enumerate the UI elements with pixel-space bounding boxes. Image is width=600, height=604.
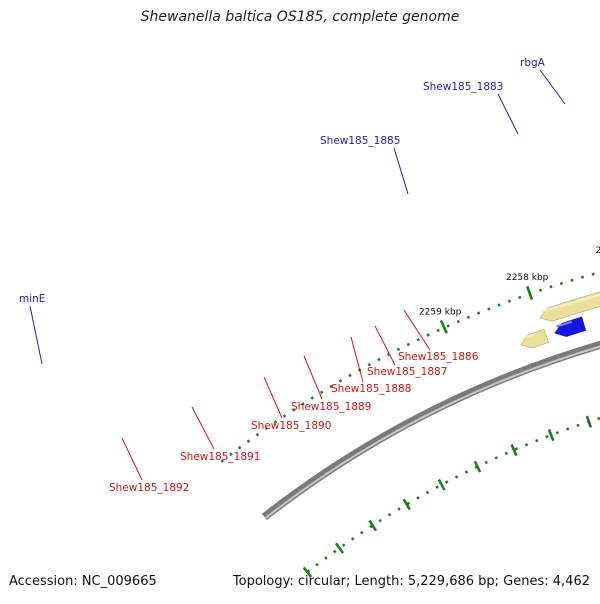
genome-backbone bbox=[261, 340, 600, 521]
gene-label-shew185-1886: Shew185_1886 bbox=[398, 351, 479, 363]
gene-bevel bbox=[556, 320, 573, 328]
gene-bevel bbox=[522, 333, 535, 340]
gene-label-shew185-1890: Shew185_1890 bbox=[251, 420, 331, 432]
gene-label-shew185-1891-leader bbox=[191, 406, 215, 450]
gene-label-shew185-1892: Shew185_1892 bbox=[109, 482, 189, 494]
inner-tick-mark bbox=[437, 478, 446, 491]
gene-label-minE-leader bbox=[29, 305, 43, 365]
gene-label-shew185-1887: Shew185_1887 bbox=[367, 366, 447, 378]
inner-tick-mark bbox=[585, 415, 593, 428]
inner-tick-mark bbox=[302, 566, 313, 578]
gene-label-shew185-1886-leader bbox=[403, 309, 431, 351]
gene-label-shew185-1891: Shew185_1891 bbox=[180, 451, 260, 463]
map-title: Shewanella baltica OS185, complete genom… bbox=[140, 9, 460, 25]
backbone-ring bbox=[261, 340, 600, 521]
gene-label-rbgA: rbgA bbox=[520, 57, 546, 69]
tick-label: 2258 kbp bbox=[506, 273, 549, 283]
gene-label-shew185-1887-leader bbox=[374, 325, 396, 366]
dotted-tracks bbox=[220, 270, 600, 574]
gene-label-shew185-1885: Shew185_1885 bbox=[320, 135, 400, 147]
gene-arrow bbox=[539, 291, 600, 322]
gene-bevel bbox=[541, 293, 600, 313]
inner-tick-mark bbox=[368, 519, 378, 532]
inner-tick-mark bbox=[402, 498, 411, 511]
gene-label-shew185-1885-leader bbox=[393, 147, 409, 195]
gene-label-shew185-1890-leader bbox=[263, 376, 283, 419]
gene-arrow bbox=[520, 328, 549, 349]
gene-label-minE: minE bbox=[19, 293, 45, 305]
gene-features bbox=[520, 291, 600, 349]
gene-label-shew185-1888: Shew185_1888 bbox=[331, 383, 411, 395]
gene-label-shew185-1892-leader bbox=[121, 437, 143, 481]
backbone-highlight bbox=[264, 345, 600, 519]
gene-label-shew185-1889: Shew185_1889 bbox=[291, 401, 371, 413]
gene-label-rbgA-leader bbox=[539, 69, 566, 105]
genome-summary-text: Topology: circular; Length: 5,229,686 bp… bbox=[232, 574, 590, 589]
inner-tick-mark bbox=[473, 460, 482, 473]
gene-arrow bbox=[554, 316, 587, 337]
gene-label-shew185-1888-leader bbox=[350, 336, 364, 383]
gene-label-shew185-1889-leader bbox=[303, 355, 323, 400]
gene-label-shew185-1883-leader bbox=[497, 93, 519, 135]
inner-tick-mark bbox=[510, 444, 518, 457]
scale-ticks: 2248 kbp2249 kbp2250 kbp2251 kbp2252 kbp… bbox=[302, 246, 600, 578]
accession-text: Accession: NC_009665 bbox=[9, 574, 157, 589]
tick-mark bbox=[439, 319, 448, 334]
label-leader-lines bbox=[29, 69, 566, 481]
gene-label-shew185-1883: Shew185_1883 bbox=[423, 81, 503, 93]
tick-label: 2257 kbp bbox=[596, 246, 600, 256]
tick-label: 2259 kbp bbox=[419, 307, 462, 317]
tick-mark bbox=[526, 285, 534, 300]
gene-labels: rbgA Shew185_1883 Shew185_1885 minE Shew185_… bbox=[19, 57, 546, 494]
inner-tick-mark bbox=[335, 542, 345, 554]
inner-tick-mark bbox=[547, 429, 555, 442]
